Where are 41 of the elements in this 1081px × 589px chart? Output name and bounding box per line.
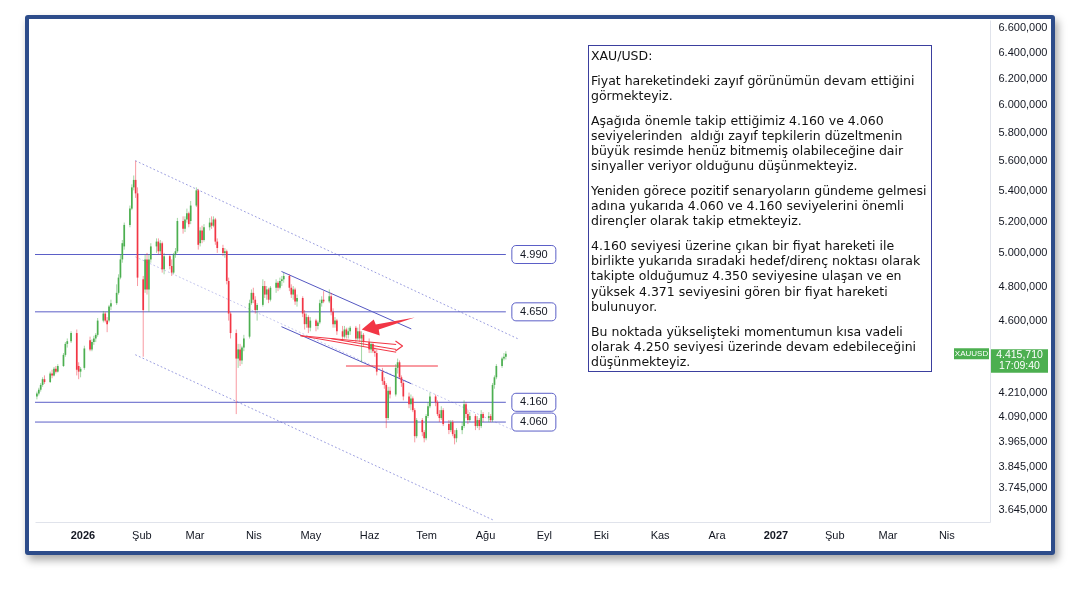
x-tick-label: Mar bbox=[185, 528, 205, 541]
y-tick-label: 6.200,000 bbox=[998, 71, 1048, 84]
ref-line-label: 4.160 bbox=[520, 395, 548, 408]
ref-line-label: 4.990 bbox=[520, 247, 548, 260]
text: 17:09:40 bbox=[999, 359, 1041, 372]
text: 4.415,710 bbox=[996, 348, 1044, 361]
y-tick-label: 4.210,000 bbox=[998, 386, 1048, 399]
x-tick-label: Haz bbox=[359, 528, 380, 541]
x-tick-label: Ara bbox=[708, 528, 727, 541]
y-tick-label: 5.000,000 bbox=[998, 246, 1048, 259]
x-tick-label: Ağu bbox=[475, 528, 496, 541]
x-tick-label: Şub bbox=[132, 528, 152, 541]
x-tick-label: Kas bbox=[650, 528, 671, 541]
y-tick-label: 3.965,000 bbox=[998, 434, 1048, 447]
x-tick-label: Mar bbox=[878, 528, 898, 541]
x-tick-label: May bbox=[300, 528, 322, 541]
annotation: XAUUSD bbox=[954, 348, 989, 358]
x-tick-label: Tem bbox=[416, 528, 437, 541]
x-tick-label: Nis bbox=[938, 528, 956, 541]
y-tick-label: 6.600,000 bbox=[998, 20, 1048, 33]
y-tick-label: 5.200,000 bbox=[998, 214, 1048, 227]
x-tick-label: 2026 bbox=[70, 528, 96, 541]
y-tick-label: 4.800,000 bbox=[998, 279, 1048, 292]
x-tick-label: Eki bbox=[593, 528, 609, 541]
x-tick-label: Eyl bbox=[536, 528, 552, 541]
x-tick-label: 2027 bbox=[763, 528, 789, 541]
y-tick-label: 4.090,000 bbox=[998, 409, 1048, 422]
y-tick-label: 3.845,000 bbox=[998, 459, 1048, 472]
x-tick-label: Nis bbox=[245, 528, 263, 541]
y-tick-label: 5.800,000 bbox=[998, 125, 1048, 138]
text: XAU/USD: Fiyat hareketindeki zayıf görünümün devam ettiğini görmekteyiz. Aşağıda önemle takip ettiğimiz 4.160 ve 4.060 seviyelerinden aldığı zayıf tepkilerin düzeltmenin büyük resimde henüz bitmemiş olabileceğine dair sinyaller veriyor olduğunu düşünmekteyiz. Yeniden görece pozitif senaryoların gündeme gelmesi adına yukarıda 4.060 ve 4.160 seviyelerini önemli dirençler olarak takip etmekteyiz. 4.160 seviyesi üzerine çıkan bir fiyat hareketi ile birlikte yukarıda sıradaki hedef/direnç noktası olarak takipte olduğumuz 4.350 seviyesine ulaşan ve en yüksek 4.371 seviyesini gören bir fiyat hareketi bulunuyor. Bu noktada yükselişteki momentumun kısa vadeli olarak 4.250 seviyesi üzerinde devam edebileceğini düşünmekteyiz. bbox=[591, 48, 927, 369]
x-tick-label: Şub bbox=[825, 528, 845, 541]
y-tick-label: 6.000,000 bbox=[998, 98, 1048, 111]
y-tick-label: 3.645,000 bbox=[998, 503, 1048, 516]
y-tick-label: 5.600,000 bbox=[998, 154, 1048, 167]
y-tick-label: 3.745,000 bbox=[998, 481, 1048, 494]
y-tick-label: 6.400,000 bbox=[998, 45, 1048, 58]
ref-line-label: 4.060 bbox=[520, 415, 548, 428]
ref-line-label: 4.650 bbox=[520, 304, 548, 317]
y-tick-label: 4.600,000 bbox=[998, 314, 1048, 327]
y-tick-label: 5.400,000 bbox=[998, 183, 1048, 196]
